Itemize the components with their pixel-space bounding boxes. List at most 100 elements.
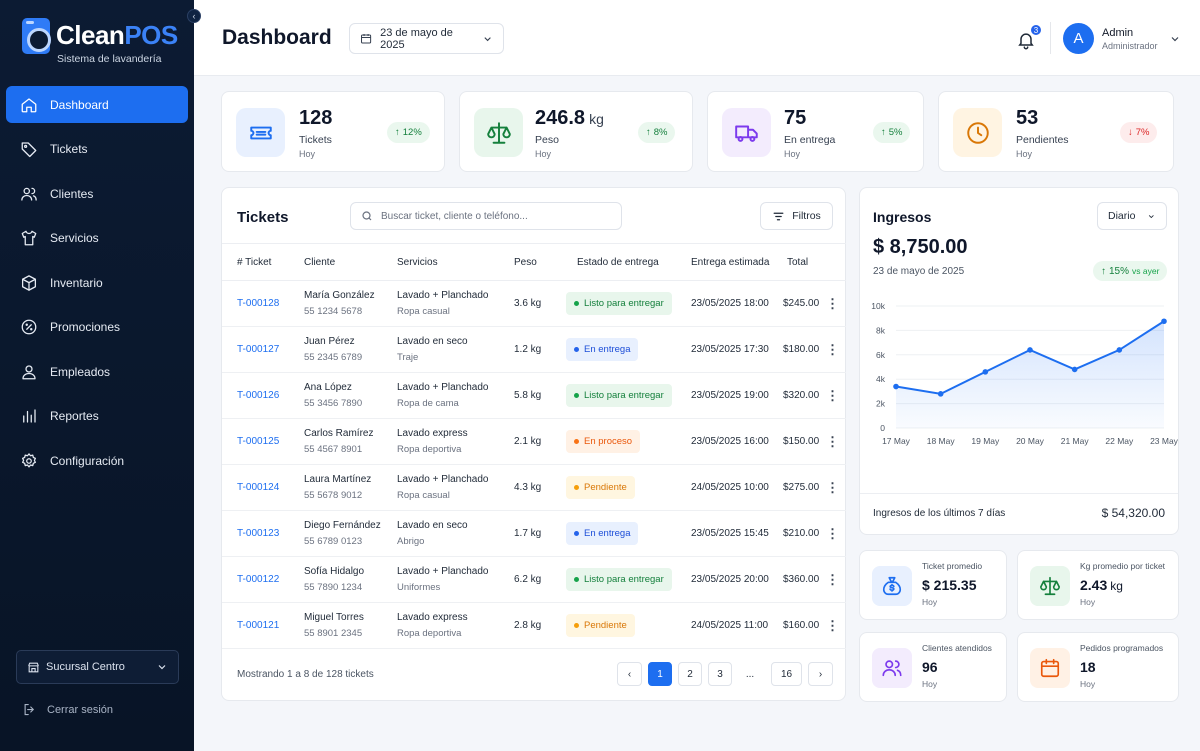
more-options-icon[interactable]: ⋮ — [826, 296, 839, 311]
status-label: En proceso — [584, 436, 633, 447]
service-detail: Traje — [397, 352, 419, 363]
estimated-delivery: 24/05/2025 11:00 — [691, 620, 769, 631]
ticket-id-link[interactable]: T-000122 — [237, 574, 280, 585]
page-ellipsis: ... — [745, 668, 755, 680]
stat-card-entrega: 75 En entrega Hoy ↑ 5% — [707, 91, 924, 172]
chevron-down-icon — [1149, 214, 1155, 218]
column-header[interactable]: # Ticket — [237, 257, 272, 268]
status-label: Pendiente — [584, 620, 627, 631]
bell-icon[interactable] — [1016, 30, 1036, 50]
column-header[interactable]: Cliente — [304, 257, 336, 268]
x-tick-label: 22 May — [1105, 436, 1134, 446]
column-header[interactable]: Servicios — [397, 257, 438, 268]
status-label: En entrega — [584, 528, 631, 539]
collapse-sidebar-button[interactable]: ‹ — [187, 9, 201, 23]
stat-card-peso: 246.8 kg Peso Hoy ↑ 8% — [459, 91, 693, 172]
stat-period: Hoy — [299, 149, 316, 159]
column-header[interactable]: Estado de entrega — [577, 257, 659, 268]
client-name: Ana López — [304, 382, 352, 393]
ticket-id-link[interactable]: T-000128 — [237, 298, 280, 309]
sidebar-item-label: Dashboard — [50, 97, 109, 112]
sidebar-item-servicios[interactable]: Servicios — [6, 220, 188, 257]
ticket-id-link[interactable]: T-000123 — [237, 528, 280, 539]
ticket-total: $360.00 — [783, 574, 820, 585]
prev-page-button[interactable]: ‹ — [617, 662, 642, 686]
user-icon — [22, 364, 36, 379]
mini-label: Pedidos programados — [1080, 643, 1164, 653]
x-tick-label: 17 May — [882, 436, 911, 446]
branch-selector[interactable]: Sucursal Centro — [16, 650, 179, 684]
more-options-icon[interactable]: ⋮ — [826, 342, 839, 357]
client-phone: 55 3456 7890 — [304, 398, 363, 409]
users-icon — [872, 648, 912, 688]
client-phone: 55 1234 5678 — [304, 306, 363, 317]
sidebar-item-empleados[interactable]: Empleados — [6, 353, 188, 390]
more-options-icon[interactable]: ⋮ — [826, 480, 839, 495]
user-name[interactable]: Admin — [1102, 27, 1134, 39]
table-row[interactable]: T-000125 Carlos Ramírez 55 4567 8901 Lavado… — [222, 419, 846, 465]
ticket-icon — [236, 108, 285, 157]
column-header[interactable]: Peso — [514, 257, 537, 268]
next-page-button[interactable]: › — [808, 662, 833, 686]
status-dot — [574, 577, 579, 582]
sidebar-item-dashboard[interactable]: Dashboard — [6, 86, 188, 123]
table-row[interactable]: T-000124 Laura Martínez 55 5678 9012 Lavado… — [222, 465, 846, 511]
status-label: Listo para entregar — [584, 298, 664, 309]
date-picker[interactable]: 23 de mayo de 2025 — [349, 23, 504, 54]
sidebar-item-tickets[interactable]: Tickets — [6, 131, 188, 168]
more-options-icon[interactable]: ⋮ — [826, 618, 839, 633]
client-name: Diego Fernández — [304, 520, 381, 531]
y-tick-label: 10k — [871, 301, 885, 311]
stat-label: Peso — [535, 134, 559, 146]
sidebar-item-promociones[interactable]: Promociones — [6, 309, 188, 346]
service-detail: Ropa casual — [397, 490, 450, 501]
column-header[interactable]: Total — [787, 257, 809, 268]
mini-value: $ 215.35 — [922, 577, 977, 593]
ticket-id-link[interactable]: T-000125 — [237, 436, 280, 447]
table-row[interactable]: T-000122 Sofía Hidalgo 55 7890 1234 Lavado … — [222, 557, 846, 603]
more-options-icon[interactable]: ⋮ — [826, 526, 839, 541]
page-button[interactable]: 16 — [771, 662, 802, 686]
arrow-up-icon: ↑ — [646, 127, 651, 138]
sidebar-item-configuracion[interactable]: Configuración — [6, 442, 188, 479]
more-options-icon[interactable]: ⋮ — [826, 388, 839, 403]
service-name: Lavado express — [397, 612, 468, 623]
avatar[interactable]: A — [1063, 23, 1094, 54]
arrow-up-icon: ↑ — [881, 127, 886, 138]
stat-period: Hoy — [1016, 149, 1033, 159]
ticket-id-link[interactable]: T-000126 — [237, 390, 280, 401]
trend-badge: ↑ 5% — [873, 122, 911, 143]
branch-name: Sucursal Centro — [46, 661, 125, 673]
more-options-icon[interactable]: ⋮ — [826, 434, 839, 449]
search-placeholder: Buscar ticket, cliente o teléfono... — [381, 210, 528, 222]
stat-value: 53 — [1016, 107, 1039, 129]
period-select[interactable]: Diario — [1097, 202, 1167, 230]
sidebar-item-inventario[interactable]: Inventario — [6, 264, 188, 301]
more-options-icon[interactable]: ⋮ — [826, 572, 839, 587]
ticket-id-link[interactable]: T-000127 — [237, 344, 280, 355]
search-input[interactable]: Buscar ticket, cliente o teléfono... — [350, 202, 622, 230]
page-button[interactable]: 2 — [678, 662, 702, 686]
table-row[interactable]: T-000127 Juan Pérez 55 2345 6789 Lavado en … — [222, 327, 846, 373]
sidebar-item-clientes[interactable]: Clientes — [6, 175, 188, 212]
status-badge: En entrega — [566, 522, 639, 545]
ticket-id-link[interactable]: T-000121 — [237, 620, 280, 631]
filters-button[interactable]: Filtros — [760, 202, 833, 230]
table-row[interactable]: T-000128 María González 55 1234 5678 Lavado… — [222, 281, 846, 327]
sidebar-item-label: Tickets — [50, 142, 88, 156]
sidebar-item-reportes[interactable]: Reportes — [6, 398, 188, 435]
ticket-id-link[interactable]: T-000124 — [237, 482, 280, 493]
table-row[interactable]: T-000126 Ana López 55 3456 7890 Lavado + Pl… — [222, 373, 846, 419]
column-header[interactable]: Entrega estimada — [691, 257, 770, 268]
stat-label: Pendientes — [1016, 134, 1069, 146]
logout-button[interactable]: Cerrar sesión — [22, 702, 113, 717]
stat-value: 75 — [784, 107, 807, 129]
service-detail: Uniformes — [397, 582, 441, 593]
ticket-total: $180.00 — [783, 344, 820, 355]
page-button[interactable]: 1 — [648, 662, 672, 686]
table-row[interactable]: T-000121 Miguel Torres 55 8901 2345 Lavado … — [222, 603, 846, 649]
table-row[interactable]: T-000123 Diego Fernández 55 6789 0123 Lavad… — [222, 511, 846, 557]
chevron-left-icon: ‹ — [627, 668, 632, 680]
chevron-down-icon[interactable] — [1169, 33, 1181, 45]
page-button[interactable]: 3 — [708, 662, 732, 686]
